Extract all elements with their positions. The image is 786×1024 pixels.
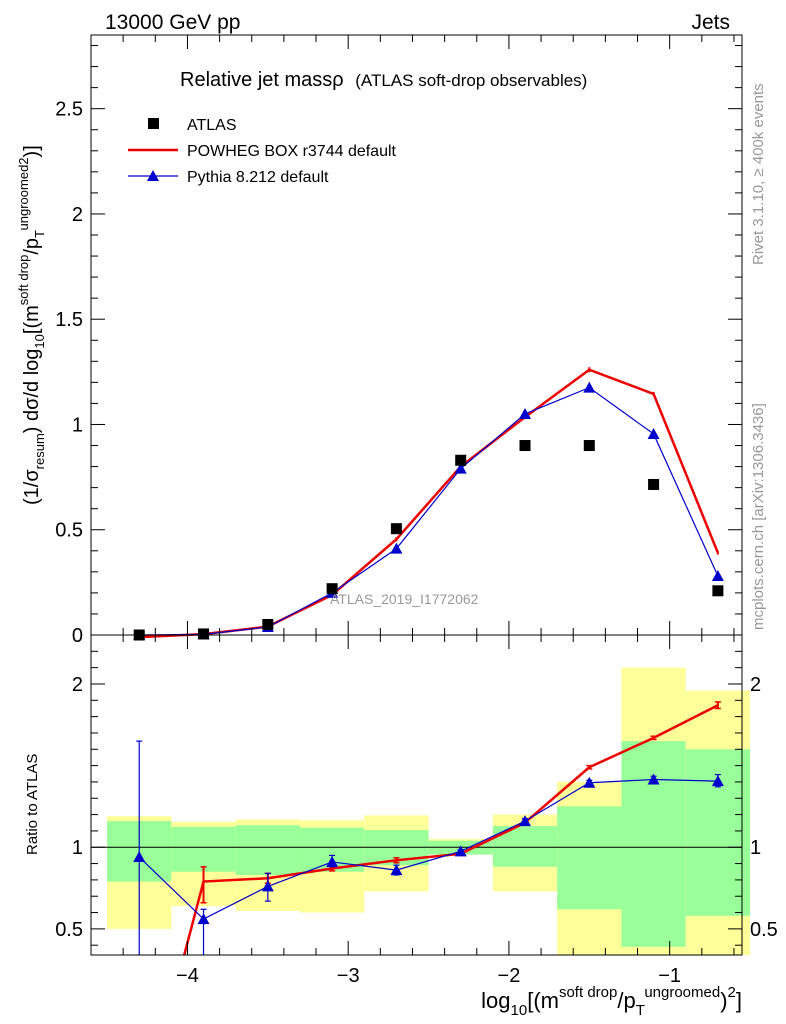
legend-label-pythia: Pythia 8.212 default: [187, 169, 329, 186]
ratio-ticks: 0.5 0.5 1 1 2 2 −4 −3 −2 −1: [55, 634, 778, 987]
atlas-data-point: [583, 440, 595, 452]
uncertainty-band-inner: [171, 826, 236, 872]
ratio-panel: 0.5 0.5 1 1 2 2 −4 −3 −2 −1 Ratio to ATLAS log10[…: [24, 634, 778, 1019]
atlas-data-point: [519, 440, 531, 452]
pythia-ratio-marker: [711, 775, 724, 787]
pythia-marker: [454, 462, 467, 474]
uncertainty-band-inner: [621, 741, 686, 947]
x-tick-label: −1: [658, 965, 681, 987]
pythia-ratio-marker: [519, 815, 531, 827]
main-y-tick-label: 1: [72, 414, 83, 436]
pythia-marker: [711, 570, 724, 582]
pythia-ratio-line: [138, 778, 718, 920]
pythia-ratio-marker: [326, 855, 339, 867]
main-y-tick-label: 1.5: [55, 309, 83, 331]
pythia-ratio-marker: [261, 880, 274, 892]
atlas-data-point: [262, 618, 274, 630]
pythia-ratio-marker: [454, 845, 467, 857]
main-y-tick-label: 2: [72, 204, 83, 226]
legend-marker-pythia: [147, 170, 159, 181]
main-y-tick-label: 0: [72, 625, 83, 647]
ratio-y-axis-label: Ratio to ATLAS: [24, 754, 41, 855]
ratio-y-tick-label-left: 1: [72, 837, 83, 859]
x-tick-label: −4: [176, 965, 199, 987]
atlas-data-point: [712, 585, 724, 597]
legend: ATLAS POWHEG BOX r3744 default Pythia 8.…: [128, 117, 397, 186]
main-y-ticks: 0 0.5 1 1.5 2 2.5: [55, 35, 742, 647]
pythia-ratio-marker: [197, 913, 210, 925]
atlas-data-point: [455, 454, 467, 466]
pythia-ratio-marker: [133, 851, 146, 863]
ratio-y-tick-label-right: 2: [750, 674, 761, 696]
legend-label-powheg: POWHEG BOX r3744 default: [187, 143, 397, 160]
ratio-y-tick-label-left: 2: [72, 674, 83, 696]
ratio-y-tick-label-right: 0.5: [750, 919, 778, 941]
main-y-tick-label: 2.5: [55, 99, 83, 121]
main-y-axis-label: (1/σresum) dσ/d log10[(msoft drop/pTungr…: [16, 145, 47, 505]
chart-title-main: Relative jet massρ: [180, 69, 344, 91]
main-y-tick-label: 0.5: [55, 520, 83, 542]
pythia-marker: [583, 381, 596, 393]
pythia-ratio-marker: [390, 864, 403, 876]
main-plot-area: [133, 367, 724, 641]
chart-title: Relative jet massρ (ATLAS soft-drop obse…: [180, 69, 587, 91]
ratio-frame: [90, 634, 743, 956]
chart-subtitle: (ATLAS soft-drop observables): [355, 71, 587, 90]
mcplots-label: mcplots.cern.ch [arXiv:1306.3436]: [750, 403, 767, 630]
pythia-marker: [519, 407, 531, 419]
uncertainty-band-inner: [235, 825, 300, 875]
pythia-marker: [390, 542, 403, 554]
analysis-watermark: ATLAS_2019_I1772062: [330, 591, 479, 607]
atlas-data-point: [326, 583, 338, 595]
pythia-marker: [647, 427, 660, 439]
uncertainty-band-inner: [557, 806, 622, 910]
main-panel: 0 0.5 1 1.5 2 2.5 Relative jet massρ (ATLAS s…: [16, 34, 743, 647]
atlas-data-point: [648, 478, 660, 490]
ratio-plot-area: [91, 667, 751, 956]
header-energy-label: 13000 GeV pp: [105, 11, 240, 34]
x-tick-label: −2: [498, 965, 521, 987]
legend-marker-atlas: [148, 118, 159, 129]
atlas-data-point: [198, 628, 210, 640]
powheg-ratio-line: [183, 704, 719, 956]
rivet-version-label: Rivet 3.1.10, ≥ 400k events: [750, 83, 767, 265]
pythia-line: [139, 386, 719, 636]
x-tick-label: −3: [337, 965, 360, 987]
pythia-ratio-marker: [647, 773, 660, 785]
pythia-ratio-marker: [583, 776, 596, 788]
ratio-y-tick-label-left: 0.5: [55, 919, 83, 941]
atlas-data-point: [390, 523, 402, 535]
header-process-label: Jets: [691, 11, 730, 34]
x-axis-label: log10[(msoft drop/pTungroomed)2]: [481, 984, 742, 1019]
legend-label-atlas: ATLAS: [187, 117, 237, 134]
ratio-y-tick-label-right: 1: [750, 837, 761, 859]
